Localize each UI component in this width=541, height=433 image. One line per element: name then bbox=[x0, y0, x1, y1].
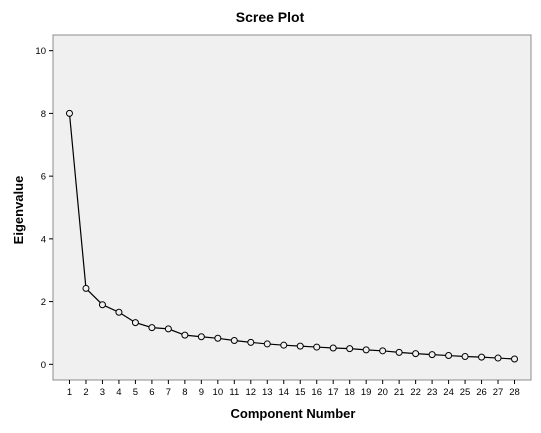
data-point bbox=[247, 338, 255, 346]
data-point bbox=[214, 334, 222, 342]
x-tick-label: 6 bbox=[149, 387, 154, 398]
x-tick-label: 25 bbox=[460, 387, 471, 398]
data-point bbox=[82, 284, 90, 292]
x-tick-label: 22 bbox=[410, 387, 421, 398]
data-point bbox=[65, 109, 73, 117]
y-axis: 0 2 4 6 8 10 bbox=[35, 46, 53, 371]
x-tick-label: 15 bbox=[295, 387, 306, 398]
data-point bbox=[181, 331, 189, 339]
x-tick-label: 27 bbox=[493, 387, 504, 398]
x-tick-label: 9 bbox=[199, 387, 204, 398]
x-tick-label: 17 bbox=[328, 387, 339, 398]
data-point bbox=[379, 347, 387, 355]
x-tick-label: 24 bbox=[443, 387, 454, 398]
data-point bbox=[197, 333, 205, 341]
data-point bbox=[478, 353, 486, 361]
data-point bbox=[115, 308, 123, 316]
x-tick-label: 2 bbox=[83, 387, 88, 398]
data-point bbox=[263, 340, 271, 348]
x-axis: 1 2 3 4 5 6 7 8 9 10 11 12 13 14 15 16 17 18 19 20 21 22 23 24 2… bbox=[67, 380, 520, 398]
y-tick-label: 0 bbox=[41, 360, 46, 371]
y-tick-label: 10 bbox=[35, 46, 46, 57]
x-tick-label: 19 bbox=[361, 387, 372, 398]
data-point bbox=[230, 336, 238, 344]
x-tick-label: 8 bbox=[182, 387, 187, 398]
x-tick-label: 26 bbox=[476, 387, 487, 398]
y-tick-label: 2 bbox=[41, 297, 46, 308]
data-point bbox=[511, 355, 519, 363]
plot-area bbox=[52, 34, 532, 381]
data-point bbox=[395, 348, 403, 356]
x-tick-label: 3 bbox=[100, 387, 105, 398]
x-tick-label: 13 bbox=[262, 387, 273, 398]
x-tick-label: 23 bbox=[427, 387, 438, 398]
data-point bbox=[164, 325, 172, 333]
data-point bbox=[428, 351, 436, 359]
data-point bbox=[362, 346, 370, 354]
y-axis-label: Eigenvalue bbox=[11, 176, 26, 245]
x-tick-label: 28 bbox=[509, 387, 520, 398]
x-tick-label: 5 bbox=[133, 387, 138, 398]
data-point bbox=[131, 319, 139, 327]
data-point bbox=[412, 350, 420, 358]
x-tick-label: 10 bbox=[213, 387, 224, 398]
data-point bbox=[313, 343, 321, 351]
x-axis-label: Component Number bbox=[231, 406, 356, 421]
series-line-group bbox=[68, 113, 515, 360]
eigenvalue-line bbox=[68, 113, 515, 360]
data-point bbox=[329, 344, 337, 352]
data-point bbox=[445, 352, 453, 360]
data-point bbox=[148, 324, 156, 332]
x-tick-label: 21 bbox=[394, 387, 405, 398]
chart-title: Scree Plot bbox=[236, 9, 305, 25]
x-tick-label: 18 bbox=[344, 387, 355, 398]
data-point bbox=[494, 354, 502, 362]
x-tick-label: 7 bbox=[166, 387, 171, 398]
x-tick-label: 1 bbox=[67, 387, 72, 398]
y-tick-label: 4 bbox=[41, 234, 46, 245]
x-tick-label: 16 bbox=[311, 387, 322, 398]
x-tick-label: 11 bbox=[229, 387, 239, 398]
y-tick-label: 8 bbox=[41, 109, 46, 120]
y-tick-label: 6 bbox=[41, 172, 46, 183]
x-tick-label: 4 bbox=[116, 387, 121, 398]
x-tick-label: 14 bbox=[278, 387, 289, 398]
data-point bbox=[280, 341, 288, 349]
series-points-group bbox=[65, 109, 519, 363]
data-point bbox=[346, 345, 354, 353]
data-point bbox=[461, 352, 469, 360]
x-tick-label: 12 bbox=[246, 387, 257, 398]
data-point bbox=[296, 342, 304, 350]
x-tick-label: 20 bbox=[377, 387, 388, 398]
data-point bbox=[98, 301, 106, 309]
